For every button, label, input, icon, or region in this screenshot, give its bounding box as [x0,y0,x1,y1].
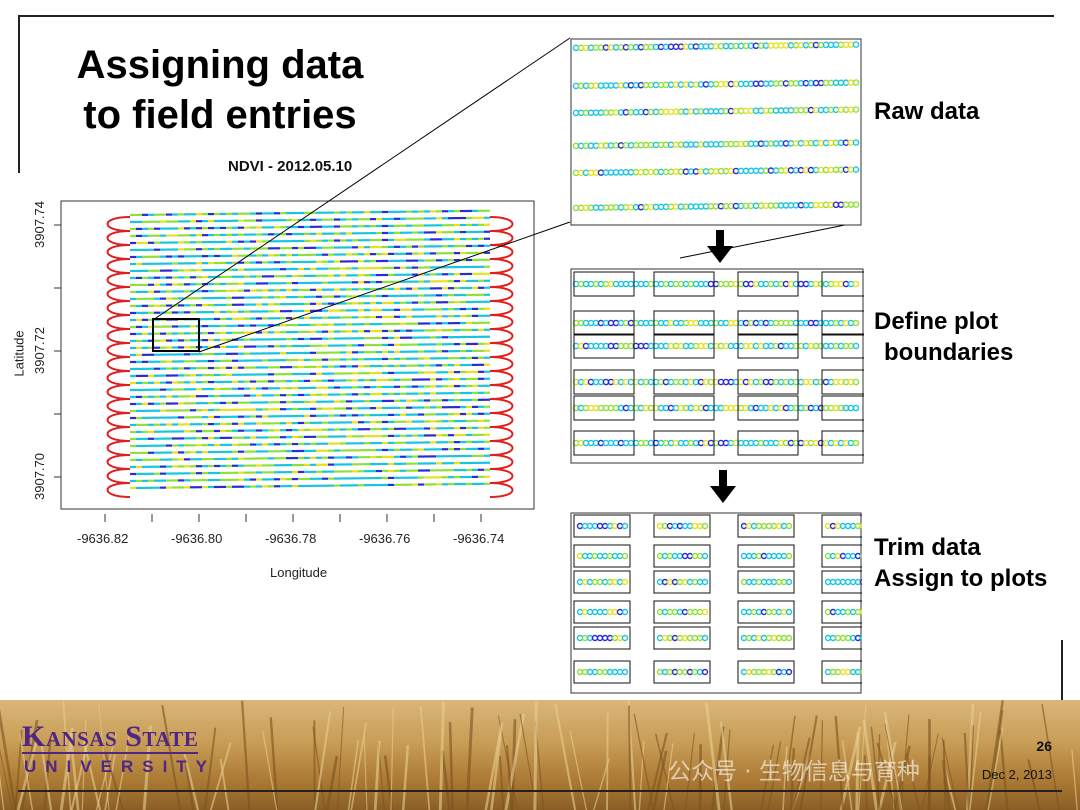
ndvi-field-plot [60,200,535,510]
ksu-logo-university: UNIVERSITY [24,757,217,776]
define-line2: boundaries [884,339,1014,366]
ksu-logo-name: Kansas State [22,720,199,754]
x-tick-label: -9636.80 [171,531,223,546]
arrow-down-icon [710,470,736,503]
x-tick-label: -9636.78 [265,531,317,546]
raw-data-label: Raw data [874,98,980,125]
top-rule [18,15,1054,17]
plot-frame [60,200,535,510]
footer-rule [18,790,1062,792]
slide-number: 26 [1036,738,1052,754]
slide-title-line1: Assigning data [76,43,364,87]
define-boundaries-label: Define plot boundaries [874,306,1013,368]
slide-date: Dec 2, 2013 [981,767,1052,782]
panel-frame [570,268,864,464]
watermark-text: 公众号 · 生物信息与育种 [668,759,920,785]
turn-loops [106,216,514,498]
plot-title: NDVI - 2012.05.10 [228,158,353,175]
x-axis-ticks [104,514,482,522]
define-line1: Define plot [874,308,998,335]
panel-frame [570,512,862,694]
raw-data-panel [570,38,862,226]
y-axis-ticks [54,224,61,478]
trim-assign-label: Trim data Assign to plots [874,532,1047,594]
trim-line1: Trim data [874,534,981,561]
x-tick-label: -9636.76 [359,531,411,546]
x-axis-label: Longitude [270,565,328,580]
x-tick-label: -9636.74 [453,531,505,546]
trim-assign-panel [570,512,862,694]
zoom-box [152,318,200,352]
slide-title-line2: to field entries [83,93,357,137]
define-boundaries-panel [570,268,864,464]
slide-title: Assigning data to field entries [40,40,400,140]
panel-frame [570,38,862,226]
arrow-down-icon [707,230,733,263]
assign-line2: Assign to plots [874,565,1048,592]
x-tick-label: -9636.82 [77,531,129,546]
left-accent-line [18,15,20,173]
field-rows [130,209,490,490]
wheat-texture [0,700,1078,810]
